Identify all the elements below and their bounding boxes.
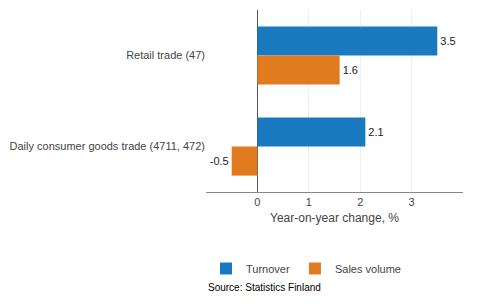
svg-text:1.6: 1.6 — [343, 64, 358, 76]
svg-text:Sales volume: Sales volume — [335, 263, 401, 275]
svg-text:Turnover: Turnover — [246, 263, 290, 275]
svg-text:Source: Statistics Finland: Source: Statistics Finland — [208, 282, 321, 293]
svg-text:Retail trade (47): Retail trade (47) — [126, 49, 205, 61]
svg-text:2.1: 2.1 — [368, 126, 383, 138]
svg-text:Year-on-year change, %: Year-on-year change, % — [270, 211, 399, 225]
svg-text:0: 0 — [254, 196, 260, 208]
svg-text:2: 2 — [357, 196, 363, 208]
svg-text:Daily consumer goods trade (47: Daily consumer goods trade (4711, 472) — [10, 140, 205, 152]
svg-text:1: 1 — [306, 196, 312, 208]
svg-text:3.5: 3.5 — [440, 35, 455, 47]
svg-text:3: 3 — [409, 196, 415, 208]
svg-text:-0.5: -0.5 — [210, 155, 229, 167]
